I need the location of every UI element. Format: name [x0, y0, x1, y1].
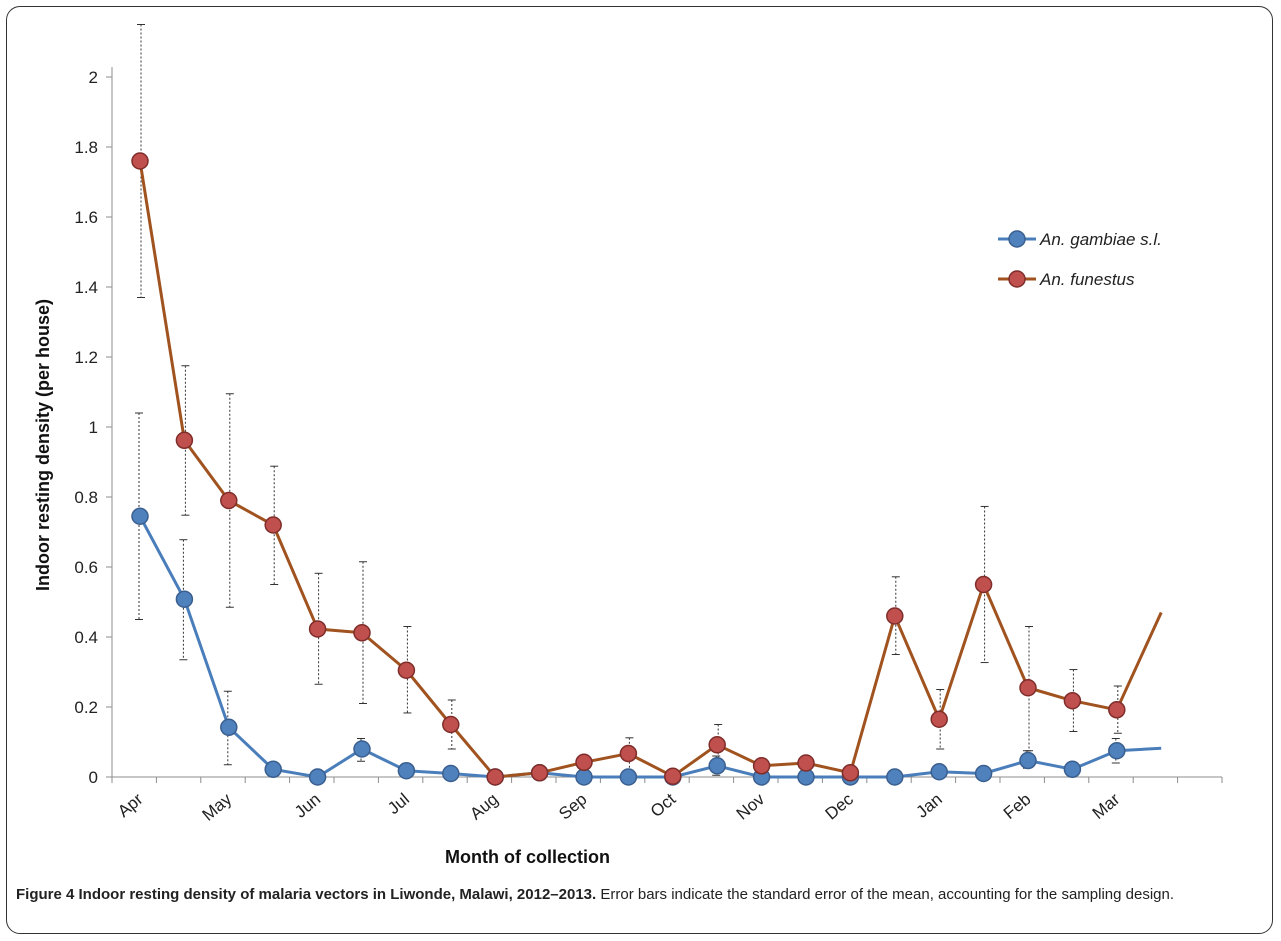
- x-axis: Apr May Jun Jul Aug Sep Oct Nov Dec Jan Feb Mar: [111, 776, 1223, 825]
- y-tick-label: 1.4: [74, 278, 98, 297]
- y-tick-label: 1.8: [74, 138, 98, 157]
- data-point: [308, 768, 327, 786]
- x-tick-label: Jun: [291, 790, 324, 822]
- y-tick-label: 2: [89, 68, 98, 87]
- data-point: [841, 764, 860, 782]
- y-tick-label: 0.2: [74, 698, 98, 717]
- data-point: [886, 768, 904, 786]
- data-point: [930, 710, 948, 728]
- data-point: [442, 715, 460, 734]
- data-point: [175, 431, 194, 450]
- data-point: [1019, 751, 1037, 770]
- y-tick-label: 1.6: [74, 208, 98, 227]
- data-point: [1019, 679, 1037, 697]
- y-tick-label: 0.4: [74, 628, 98, 647]
- data-point: [308, 620, 327, 638]
- data-point: [930, 763, 948, 781]
- error-bars: [135, 24, 1122, 776]
- series-markers: [131, 152, 1126, 786]
- data-point: [442, 764, 460, 783]
- y-tick-label: 1.2: [74, 348, 98, 367]
- data-point: [397, 761, 416, 780]
- x-tick-label: Oct: [647, 789, 680, 821]
- figure-caption: Figure 4 Indoor resting density of malar…: [16, 884, 1256, 906]
- x-tick-label: Jan: [913, 790, 946, 822]
- x-tick-label: Aug: [466, 790, 501, 824]
- data-point: [264, 760, 282, 779]
- data-point: [264, 516, 282, 534]
- data-point: [131, 507, 149, 525]
- x-tick-label: May: [199, 789, 236, 825]
- x-tick-label: Jul: [384, 790, 413, 819]
- legend-marker: [1008, 230, 1026, 248]
- data-point: [974, 764, 993, 783]
- data-point: [1108, 742, 1126, 760]
- y-axis: 0 0.2 0.4 0.6 0.8 1 1.2 1.4 1.6 1.8 2: [74, 67, 113, 787]
- data-point: [708, 757, 726, 775]
- data-point: [752, 757, 771, 775]
- data-point: [575, 753, 593, 772]
- y-axis-title: Indoor resting density (per house): [33, 299, 53, 591]
- data-point: [619, 768, 638, 786]
- x-tick-label: Sep: [555, 790, 590, 824]
- data-point: [131, 152, 149, 170]
- data-point: [353, 624, 371, 642]
- data-point: [220, 491, 238, 510]
- caption-text: Error bars indicate the standard error o…: [600, 886, 1175, 903]
- data-point: [664, 767, 682, 786]
- series-line: [138, 515, 1162, 779]
- legend-label: An. gambiae s.l.: [1039, 230, 1162, 249]
- data-point: [1063, 691, 1082, 710]
- data-point: [974, 575, 993, 594]
- y-tick-label: 0.8: [74, 488, 98, 507]
- data-point: [397, 661, 416, 679]
- legend-marker: [1008, 270, 1026, 288]
- data-point: [1108, 701, 1126, 719]
- data-point: [575, 768, 593, 786]
- data-point: [486, 768, 504, 786]
- series-lines: [138, 160, 1163, 779]
- data-point: [1063, 760, 1082, 779]
- x-tick-label: Dec: [822, 789, 858, 823]
- caption-title: Figure 4 Indoor resting density of malar…: [16, 886, 597, 903]
- legend-label: An. funestus: [1039, 270, 1135, 289]
- y-tick-label: 0.6: [74, 558, 98, 577]
- x-tick-label: Mar: [1089, 789, 1124, 823]
- data-point: [220, 718, 238, 737]
- line-chart: 0 0.2 0.4 0.6 0.8 1 1.2 1.4 1.6 1.8 2 Apr May Jun Jul…: [33, 24, 1223, 867]
- x-tick-label: Feb: [1000, 790, 1035, 823]
- x-tick-label: Nov: [733, 789, 769, 823]
- y-tick-label: 1: [89, 418, 98, 437]
- series-line: [138, 160, 1163, 779]
- data-point: [619, 744, 638, 763]
- y-tick-label: 0: [89, 768, 98, 787]
- legend: An. gambiae s.l. An. funestus: [998, 230, 1162, 289]
- figure-frame: [6, 6, 1273, 934]
- data-point: [530, 764, 549, 782]
- data-point: [708, 736, 726, 754]
- data-point: [886, 607, 904, 625]
- data-point: [797, 754, 815, 772]
- data-point: [175, 590, 194, 608]
- data-point: [353, 740, 371, 758]
- x-axis-title: Month of collection: [445, 847, 610, 867]
- x-tick-label: Apr: [114, 789, 147, 821]
